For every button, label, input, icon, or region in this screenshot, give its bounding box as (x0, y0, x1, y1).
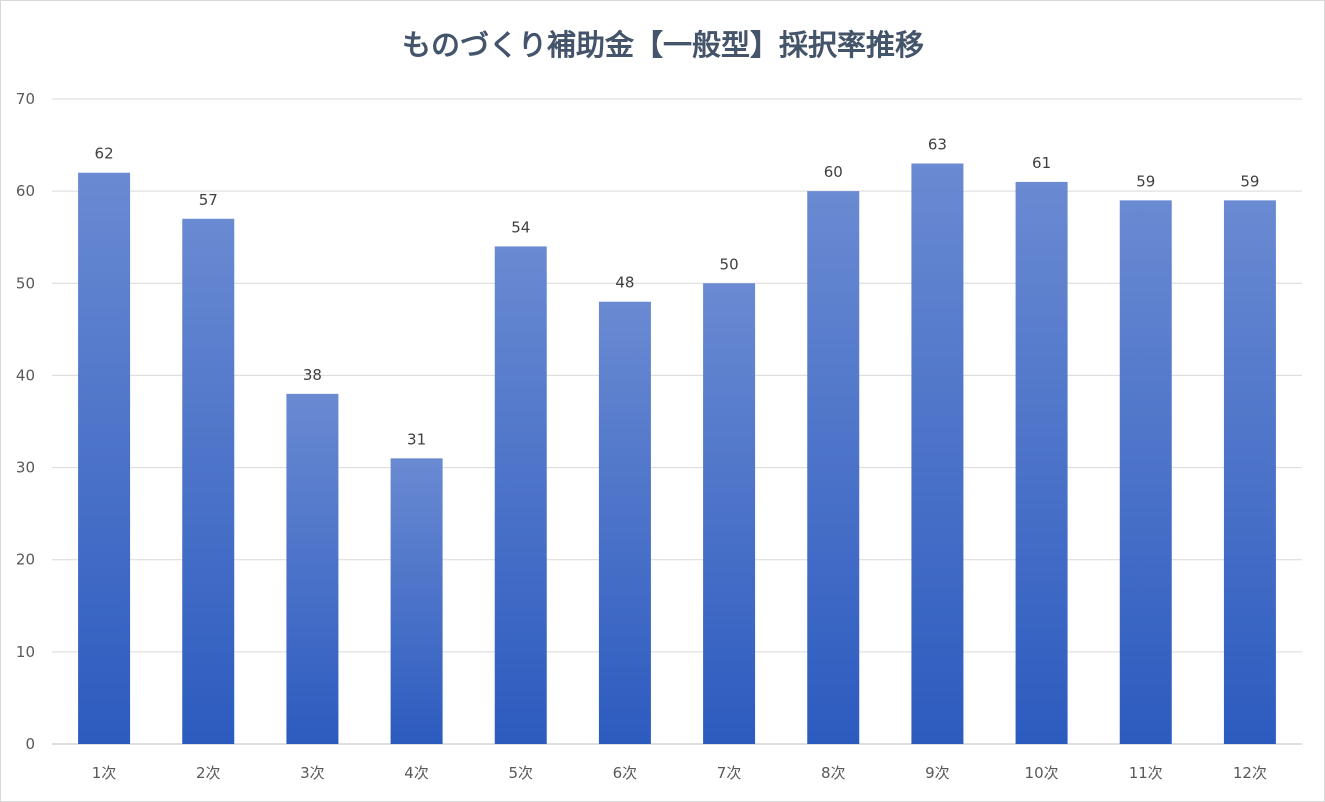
bar-8次 (807, 191, 860, 745)
data-label: 60 (824, 163, 843, 181)
x-axis: 1次 2次 3次 4次 5次 6次 7次 8次 9次 10次 11次 12次 (92, 764, 1267, 782)
y-tick-label: 70 (16, 90, 35, 108)
bar-10次 (1015, 181, 1068, 744)
data-label: 63 (928, 136, 947, 154)
data-label: 62 (95, 145, 114, 163)
x-tick-label: 10次 (1025, 764, 1059, 782)
gridlines (52, 98, 1302, 745)
x-tick-label: 7次 (717, 764, 742, 782)
data-label: 38 (303, 366, 322, 384)
bar-4次 (390, 458, 443, 744)
x-tick-label: 2次 (196, 764, 221, 782)
y-tick-label: 40 (16, 366, 35, 384)
bar-6次 (598, 301, 651, 744)
bar-2次 (182, 218, 235, 745)
x-tick-label: 4次 (404, 764, 429, 782)
y-tick-label: 0 (25, 735, 35, 753)
bar-12次 (1223, 200, 1276, 744)
x-tick-label: 8次 (821, 764, 846, 782)
x-tick-label: 5次 (508, 764, 533, 782)
bar-5次 (494, 246, 547, 744)
data-labels: 62 57 38 31 54 48 50 60 63 61 59 59 (95, 136, 1260, 449)
bar-9次 (911, 163, 964, 744)
data-label: 57 (199, 191, 218, 209)
x-tick-label: 3次 (300, 764, 325, 782)
y-axis: 0 10 20 30 40 50 60 70 (16, 90, 35, 753)
data-label: 59 (1240, 172, 1259, 190)
bar-1次 (78, 172, 131, 744)
x-tick-label: 6次 (613, 764, 638, 782)
x-tick-label: 12次 (1233, 764, 1267, 782)
bar-3次 (286, 393, 339, 744)
bar-11次 (1119, 200, 1172, 744)
bars (78, 163, 1276, 745)
data-label: 59 (1136, 172, 1155, 190)
y-tick-label: 20 (16, 551, 35, 569)
chart-title: ものづくり補助金【一般型】採択率推移 (402, 28, 924, 62)
bar-7次 (703, 283, 756, 744)
x-tick-label: 11次 (1129, 764, 1163, 782)
x-tick-label: 9次 (925, 764, 950, 782)
y-tick-label: 50 (16, 274, 35, 292)
y-tick-label: 30 (16, 459, 35, 477)
data-label: 61 (1032, 154, 1051, 172)
data-label: 50 (720, 255, 739, 273)
x-tick-label: 1次 (92, 764, 117, 782)
data-label: 54 (511, 218, 530, 236)
data-label: 31 (407, 430, 426, 448)
y-tick-label: 60 (16, 182, 35, 200)
data-label: 48 (615, 274, 634, 292)
y-tick-label: 10 (16, 643, 35, 661)
